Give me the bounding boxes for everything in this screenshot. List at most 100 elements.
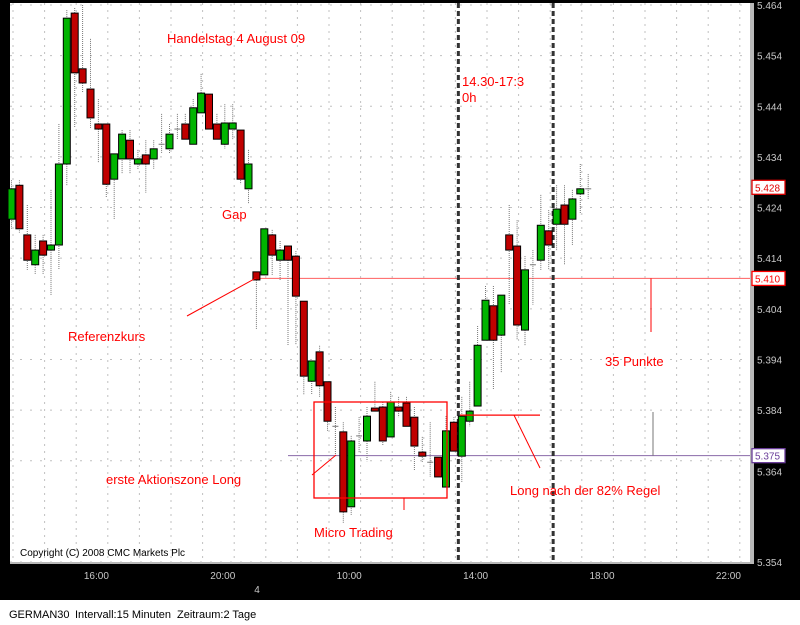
candle-body (442, 430, 450, 488)
y-tick-label: 5.404 (757, 305, 782, 316)
y-tick-label: 5.364 (757, 468, 782, 479)
candle-body (347, 440, 356, 508)
annotation-title: Handelstag 4 August 09 (167, 31, 305, 46)
candle-body (260, 228, 269, 276)
x-tick-label: 22:00 (716, 571, 741, 582)
candle-body (70, 12, 79, 74)
reference-pointer (186, 277, 257, 317)
candle-body (110, 153, 119, 180)
candle-body (141, 154, 150, 165)
candle-body (299, 300, 308, 377)
annotation-session: 14.30-17:3 (462, 74, 524, 89)
candle-body (102, 123, 111, 185)
y-tick-label: 5.384 (757, 406, 782, 417)
candle-body (118, 133, 127, 160)
candle-body (15, 184, 24, 230)
candle-body (94, 123, 103, 130)
y-tick-label: 5.434 (757, 153, 782, 164)
y-tick-label: 5.354 (757, 558, 782, 569)
candle-body (205, 93, 213, 130)
candle-body (315, 351, 324, 387)
plot-area (10, 3, 750, 562)
candle-body (244, 163, 253, 190)
candle-body (228, 122, 237, 130)
candle-body (181, 123, 190, 140)
candle-body (363, 415, 371, 442)
symbol-label: GERMAN30 (9, 609, 70, 621)
price-marker-label: 5.428 (755, 183, 780, 194)
candle-body (410, 416, 419, 447)
candle-body (291, 255, 300, 297)
price-marker-box (751, 179, 786, 195)
candle-body (268, 234, 277, 256)
candle-body (521, 269, 529, 331)
candle-body (402, 402, 411, 427)
price-marker-box (751, 270, 786, 287)
x-tick-label: 18:00 (589, 571, 614, 582)
candle-body (568, 198, 577, 220)
candle-body (284, 245, 292, 261)
candle-body (489, 305, 498, 341)
y-tick-label: 5.454 (757, 52, 782, 63)
candle-body (86, 88, 95, 119)
candle-body (505, 234, 514, 251)
y-tick-label: 5.424 (757, 204, 782, 215)
y-tick-label: 5.394 (757, 355, 782, 366)
candle-body (189, 107, 198, 145)
candle-body (481, 299, 490, 341)
candle-body (62, 17, 71, 165)
candle-body (386, 401, 395, 438)
candle-body (560, 204, 569, 225)
candle-body (552, 208, 561, 225)
candle-body (276, 249, 285, 261)
candle-body (465, 410, 474, 422)
candle-body (536, 224, 545, 261)
candle-body (39, 240, 48, 256)
x-tick-label: 14:00 (463, 571, 488, 582)
interval-label: Intervall:15 Minuten (75, 609, 171, 621)
plot-bottom-border (10, 562, 754, 564)
x-tick-label: 16:00 (84, 571, 109, 582)
y-tick-label: 5.444 (757, 102, 782, 113)
x-tick-label: 10:00 (337, 571, 362, 582)
candle-body (133, 158, 142, 165)
candle-body (252, 271, 261, 281)
candle-body (457, 415, 466, 457)
candle-body (370, 407, 379, 412)
day-label: 4 (254, 585, 260, 596)
candle-body (78, 68, 87, 84)
annotation-zone: erste Aktionszone Long (106, 472, 241, 487)
y-tick-label: 5.464 (757, 1, 782, 12)
price-marker-label: 5.410 (755, 274, 780, 285)
candle-body (31, 249, 40, 266)
candle-body (497, 294, 506, 336)
candle-body (473, 344, 482, 407)
price-marker-label: 5.375 (755, 452, 780, 463)
candle-body (544, 230, 553, 246)
micro-trading-box (313, 401, 448, 499)
copyright-text: Copyright (C) 2008 CMC Markets Plc (20, 548, 185, 559)
candle-body (449, 421, 458, 452)
candle-body (307, 360, 316, 382)
annotation-gap: Gap (222, 207, 247, 222)
price-marker-box (751, 448, 786, 464)
rule-pointer (513, 414, 541, 469)
y-tick-label: 5.414 (757, 254, 782, 265)
candle-body (47, 244, 55, 251)
annotation-reference: Referenzkurs (68, 329, 146, 344)
annotation-rule: Long nach der 82% Regel (510, 483, 660, 498)
candle-body (149, 148, 158, 160)
annotation-points: 35 Punkte (605, 354, 664, 369)
range-label: Zeitraum:2 Tage (177, 609, 257, 621)
candle-body (126, 139, 134, 160)
candle-body (513, 245, 522, 326)
annotation-session-hours: 0h (462, 90, 476, 105)
candle-body (434, 456, 443, 478)
candle-body (165, 133, 174, 150)
candle-body (418, 451, 427, 457)
candle-body (394, 406, 403, 412)
candle-body (54, 163, 63, 246)
candle-body (378, 406, 387, 442)
candle-body (212, 123, 221, 140)
status-bar: GERMAN30 Intervall:15 Minuten Zeitraum:2… (0, 600, 800, 625)
